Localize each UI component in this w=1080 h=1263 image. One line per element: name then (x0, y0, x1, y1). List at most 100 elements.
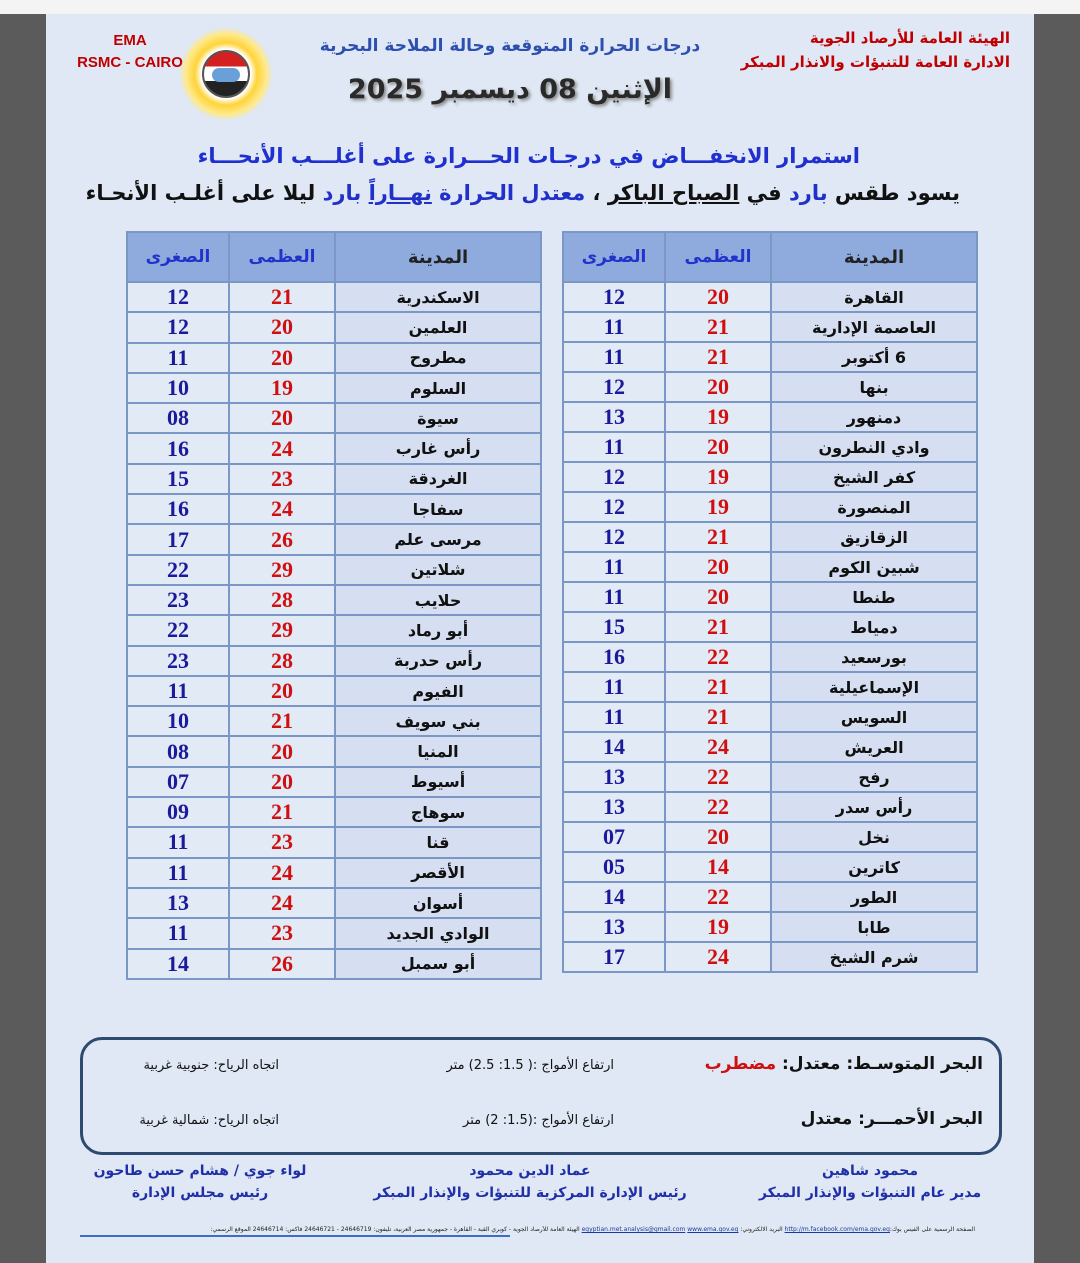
max-temp-cell: 24 (227, 493, 337, 526)
city-cell: رأس سدر (770, 791, 978, 823)
max-temp-cell: 22 (663, 761, 773, 793)
page-title: درجات الحرارة المتوقعة وحالة الملاحة الب… (319, 36, 701, 56)
table-row: رفح 22 13 (562, 761, 978, 793)
mediterranean-wind: اتجاه الرياح: جنوبية غربية (143, 1058, 279, 1073)
min-temp-cell: 12 (562, 371, 666, 403)
table-row: شبين الكوم 20 11 (562, 551, 978, 583)
headline: استمرار الانخفـــاض في درجـات الحـــرارة… (197, 144, 860, 168)
forecast-date: الإثنين 08 ديسمبر 2025 (347, 74, 673, 105)
max-temp-cell: 24 (227, 856, 337, 889)
ema-line1: EMA (113, 32, 147, 49)
facebook-link[interactable]: http://m.facebook.com/ema.gov.eg (784, 1226, 890, 1233)
max-temp-cell: 21 (663, 671, 773, 703)
min-temp-cell: 11 (126, 917, 230, 950)
header-min: الصغرى (126, 231, 230, 283)
min-temp-cell: 07 (562, 821, 666, 853)
min-temp-cell: 13 (562, 791, 666, 823)
table-row: السلوم 19 10 (126, 371, 542, 405)
table-row: وادي النطرون 20 11 (562, 431, 978, 463)
max-temp-cell: 22 (663, 641, 773, 673)
signature-3: لواء جوي / هشام حسن طاحون رئيس مجلس الإد… (80, 1160, 320, 1204)
table-row: رأس سدر 22 13 (562, 791, 978, 823)
signature-2: عماد الدين محمود رئيس الإدارة المركزية ل… (360, 1160, 700, 1204)
table-row: طابا 19 13 (562, 911, 978, 943)
city-cell: طابا (770, 911, 978, 943)
min-temp-cell: 15 (562, 611, 666, 643)
min-temp-cell: 13 (562, 401, 666, 433)
city-cell: الوادي الجديد (334, 917, 542, 950)
min-temp-cell: 08 (126, 735, 230, 768)
max-temp-cell: 20 (227, 674, 337, 708)
table-row: حلايب 28 23 (126, 583, 542, 617)
address-text: الهيئة العامة للأرصاد الجوية - كوبري الق… (210, 1226, 582, 1233)
table-row: السويس 21 11 (562, 701, 978, 733)
max-temp-cell: 19 (663, 461, 773, 493)
table-row: أسيوط 20 07 (126, 765, 542, 799)
min-temp-cell: 07 (126, 765, 230, 799)
max-temp-cell: 20 (663, 551, 773, 583)
city-cell: وادي النطرون (770, 431, 978, 463)
min-temp-cell: 11 (126, 341, 230, 374)
city-cell: بنها (770, 371, 978, 403)
table-row: رأس حدربة 28 23 (126, 644, 542, 677)
max-temp-cell: 21 (227, 705, 337, 738)
table-row: أبو رماد 29 22 (126, 614, 542, 647)
ema-logo (180, 28, 272, 120)
signature-name: عماد الدين محمود (469, 1163, 591, 1179)
min-temp-cell: 11 (562, 311, 666, 343)
cloud-icon (212, 68, 240, 82)
max-temp-cell: 22 (663, 791, 773, 823)
city-cell: الاسكندرية (334, 280, 542, 314)
table-row: سوهاج 21 09 (126, 796, 542, 829)
table-row: دمياط 21 15 (562, 611, 978, 643)
max-temp-cell: 20 (227, 341, 337, 374)
summary-highlight: معتدل الحرارة (439, 181, 586, 205)
summary-highlight: بارد (322, 181, 362, 205)
city-cell: شرم الشيخ (770, 941, 978, 973)
table-row: سيوة 20 08 (126, 402, 542, 435)
min-temp-cell: 13 (562, 911, 666, 943)
max-temp-cell: 23 (227, 917, 337, 950)
min-temp-cell: 12 (562, 521, 666, 553)
min-temp-cell: 11 (126, 826, 230, 859)
min-temp-cell: 11 (126, 674, 230, 708)
table-row: طنطا 20 11 (562, 581, 978, 613)
signature-title: مدير عام التنبؤات والإنذار المبكر (758, 1185, 982, 1201)
min-temp-cell: 16 (126, 432, 230, 465)
table-row: بني سويف 21 10 (126, 705, 542, 738)
max-temp-cell: 21 (227, 796, 337, 829)
city-cell: شبين الكوم (770, 551, 978, 583)
min-temp-cell: 16 (126, 493, 230, 526)
city-cell: مرسى علم (334, 523, 542, 556)
header-city: المدينة (770, 231, 978, 283)
min-temp-cell: 10 (126, 371, 230, 405)
min-temp-cell: 13 (562, 761, 666, 793)
table-row: أسوان 24 13 (126, 886, 542, 920)
min-temp-cell: 23 (126, 644, 230, 677)
min-temp-cell: 12 (562, 491, 666, 523)
summary-highlight: نهــاراً (368, 181, 432, 205)
city-cell: سفاجا (334, 493, 542, 526)
min-temp-cell: 16 (562, 641, 666, 673)
top-strip (0, 0, 1080, 14)
ema-line2: RSMC - CAIRO (77, 54, 183, 71)
max-temp-cell: 22 (663, 881, 773, 913)
city-cell: الغردقة (334, 462, 542, 496)
max-temp-cell: 20 (227, 311, 337, 344)
min-temp-cell: 14 (562, 881, 666, 913)
city-cell: حلايب (334, 583, 542, 617)
table-row: المنصورة 19 12 (562, 491, 978, 523)
mediterranean-name: البحر المتوسـط: معتدل: (776, 1054, 983, 1074)
min-temp-cell: 13 (126, 886, 230, 920)
email-link[interactable]: egyptian.met.analysis@gmail.com (581, 1226, 686, 1233)
org-line2: الادارة العامة للتنبؤات والانذار المبكر (740, 53, 1010, 71)
header-max: العظمى (663, 231, 773, 283)
table-row: العلمين 20 12 (126, 311, 542, 344)
min-temp-cell: 11 (562, 581, 666, 613)
max-temp-cell: 24 (663, 731, 773, 763)
website-link[interactable]: www.ema.gov.eg (687, 1226, 739, 1233)
min-temp-cell: 14 (562, 731, 666, 763)
max-temp-cell: 20 (227, 765, 337, 799)
header-max: العظمى (227, 231, 337, 283)
table-row: العريش 24 14 (562, 731, 978, 763)
